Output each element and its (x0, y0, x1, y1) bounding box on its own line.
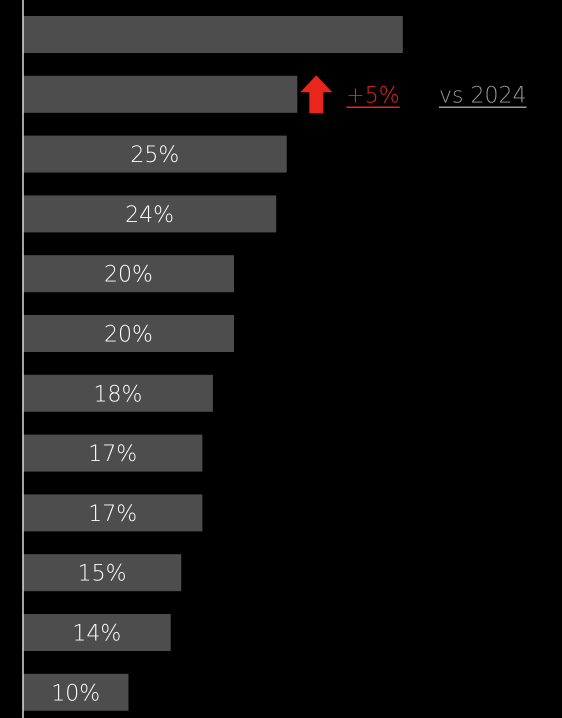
bar-2 (23, 75, 298, 113)
bar-label-6: 20% (104, 323, 153, 348)
bars-group (23, 16, 403, 711)
bar-3 (23, 135, 287, 173)
bar-6 (23, 315, 234, 352)
comparison-label: vs 2024 (439, 83, 526, 108)
bar-5 (23, 255, 234, 293)
bar-8 (23, 434, 203, 472)
bar-label-5: 20% (104, 263, 153, 288)
bar-label-11: 14% (72, 622, 121, 647)
bar-11 (23, 614, 171, 651)
bar-label-3: 25% (130, 143, 179, 168)
change-value: +5% (346, 83, 399, 108)
bar-label-9: 17% (88, 502, 137, 527)
bar-label-7: 18% (93, 382, 142, 407)
labels-group: 25% 24% 20% 20% 18% 17% 17% 15% 14% 10% (51, 143, 179, 706)
bar-7 (23, 374, 213, 412)
bar-label-8: 17% (88, 442, 137, 467)
bar-label-10: 15% (78, 562, 127, 587)
bar-1 (23, 16, 403, 53)
bar-12 (23, 673, 129, 711)
bar-10 (23, 554, 182, 592)
bar-label-4: 24% (125, 203, 174, 228)
bar-9 (23, 494, 203, 532)
arrow-up-icon (300, 75, 333, 114)
bar-label-12: 10% (51, 681, 100, 706)
change-annotation: +5% vs 2024 (300, 75, 527, 114)
bar-4 (23, 195, 277, 233)
